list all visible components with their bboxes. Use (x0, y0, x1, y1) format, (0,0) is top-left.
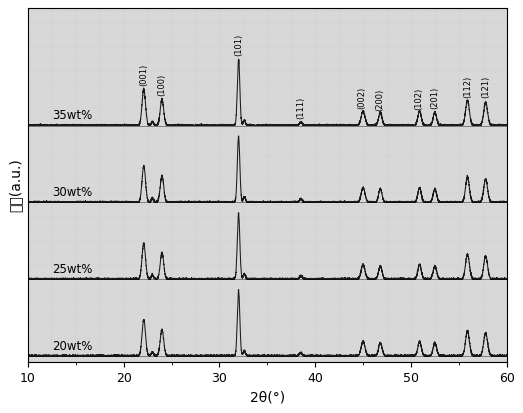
Text: (200): (200) (375, 89, 384, 111)
Y-axis label: 强度(a.u.): 强度(a.u.) (8, 159, 22, 212)
Text: 25wt%: 25wt% (52, 263, 92, 276)
Text: (121): (121) (481, 76, 490, 98)
Text: (002): (002) (358, 87, 367, 109)
Text: (201): (201) (430, 86, 439, 109)
Text: (111): (111) (297, 96, 305, 119)
Text: (102): (102) (414, 88, 423, 110)
Text: (100): (100) (157, 74, 166, 96)
Text: (112): (112) (463, 76, 472, 98)
Text: (001): (001) (139, 64, 148, 86)
Text: 35wt%: 35wt% (52, 109, 92, 122)
X-axis label: 2θ(°): 2θ(°) (250, 391, 285, 405)
Text: 20wt%: 20wt% (52, 339, 92, 353)
Text: 30wt%: 30wt% (52, 186, 92, 199)
Text: (101): (101) (234, 34, 243, 56)
